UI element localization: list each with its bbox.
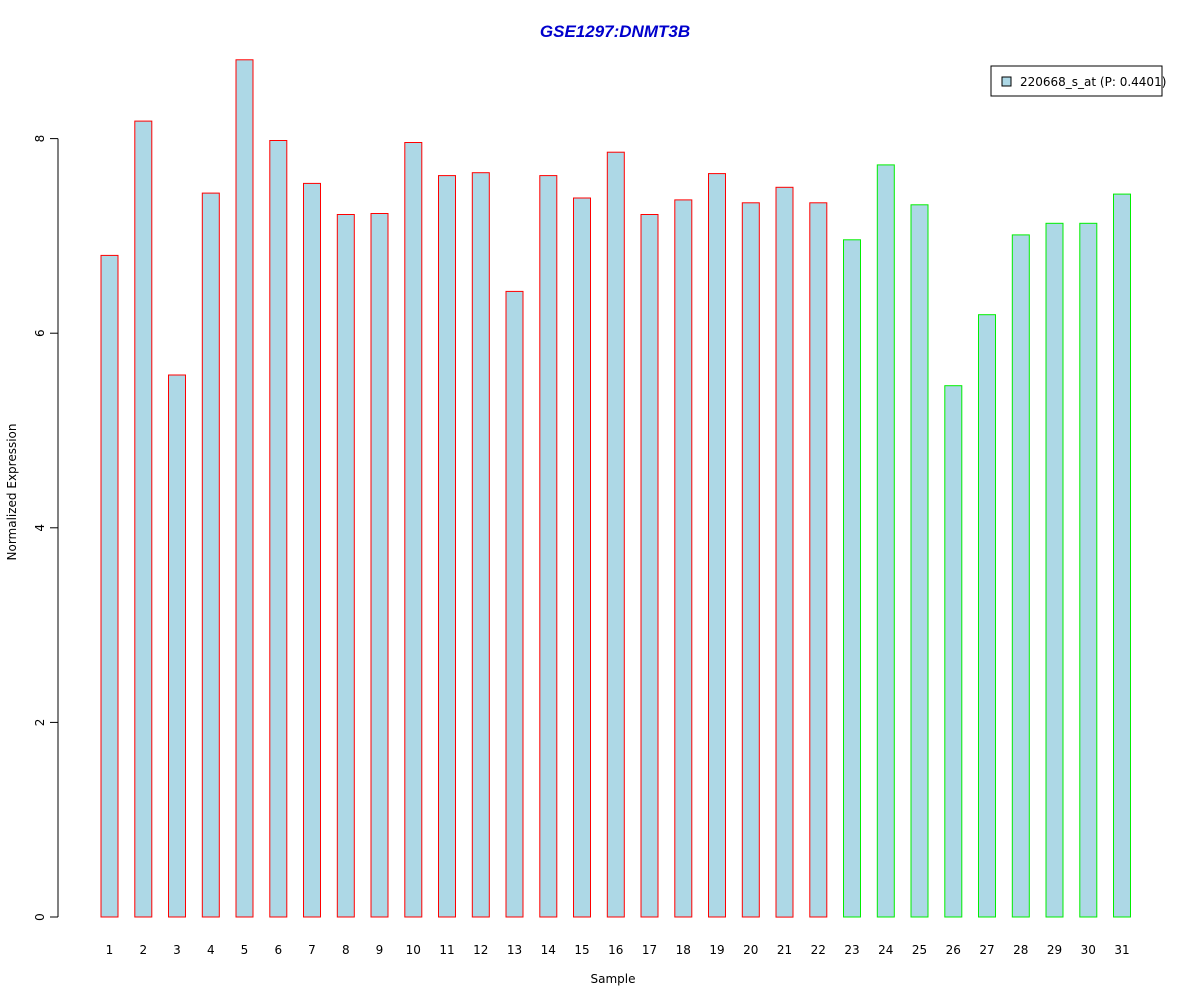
y-tick-label-8: 8	[33, 135, 47, 143]
x-tick-label-27: 27	[979, 943, 994, 957]
x-tick-label-16: 16	[608, 943, 623, 957]
bar-16	[606, 151, 625, 918]
bar-3	[168, 374, 186, 918]
bar-31	[1113, 193, 1131, 918]
x-tick-label-20: 20	[743, 943, 758, 957]
x-tick-label-1: 1	[106, 943, 114, 957]
x-tick-label-14: 14	[541, 943, 556, 957]
y-tick-label-6: 6	[33, 329, 47, 337]
x-tick-label-25: 25	[912, 943, 927, 957]
bar-28	[1011, 234, 1030, 918]
legend-box	[990, 65, 1163, 97]
bar-5	[235, 59, 254, 918]
x-tick-label-30: 30	[1081, 943, 1096, 957]
chart-title: GSE1297:DNMT3B	[540, 22, 690, 41]
bar-12	[471, 172, 490, 918]
legend-swatch	[1001, 76, 1012, 87]
x-tick-label-2: 2	[139, 943, 147, 957]
y-axis: 0 2 4 6 8	[33, 135, 59, 921]
bar-4	[201, 192, 220, 918]
x-tick-label-10: 10	[406, 943, 421, 957]
bar-23	[843, 239, 861, 918]
x-tick-label-4: 4	[207, 943, 215, 957]
bar-24	[876, 164, 895, 918]
bar-2	[134, 120, 153, 918]
bar-9	[370, 213, 389, 918]
bar-8	[336, 214, 355, 918]
x-tick-label-3: 3	[173, 943, 181, 957]
x-tick-label-8: 8	[342, 943, 350, 957]
x-tick-label-12: 12	[473, 943, 488, 957]
bar-14	[539, 175, 558, 918]
x-tick-label-23: 23	[844, 943, 859, 957]
x-tick-label-13: 13	[507, 943, 522, 957]
legend-label: 220668_s_at (P: 0.4401)	[1020, 75, 1166, 89]
bar-15	[573, 197, 591, 918]
y-tick-label-0: 0	[33, 913, 47, 921]
bar-29	[1045, 222, 1064, 918]
x-tick-label-19: 19	[709, 943, 724, 957]
bar-11	[438, 175, 456, 918]
x-tick-label-31: 31	[1114, 943, 1129, 957]
x-tick-label-22: 22	[811, 943, 826, 957]
legend: 220668_s_at (P: 0.4401)	[990, 65, 1166, 97]
bar-21	[775, 186, 794, 918]
bar-27	[978, 314, 996, 918]
bar-13	[505, 290, 524, 918]
x-tick-label-15: 15	[574, 943, 589, 957]
bar-20	[741, 202, 760, 918]
bar-19	[708, 173, 726, 918]
x-tick-label-6: 6	[274, 943, 282, 957]
bar-30	[1079, 222, 1098, 918]
x-tick-label-24: 24	[878, 943, 893, 957]
y-tick-label-4: 4	[33, 524, 47, 532]
x-tick-label-18: 18	[676, 943, 691, 957]
bar-10	[404, 142, 423, 918]
bar-26	[944, 385, 963, 918]
bar-25	[910, 204, 929, 918]
x-tick-label-29: 29	[1047, 943, 1062, 957]
y-tick-label-2: 2	[33, 719, 47, 727]
bars-group	[100, 59, 1131, 918]
bar-7	[303, 182, 321, 918]
x-axis-label: Sample	[591, 972, 636, 986]
x-tick-label-5: 5	[241, 943, 249, 957]
bar-18	[674, 199, 693, 918]
x-tick-label-21: 21	[777, 943, 792, 957]
x-tick-label-28: 28	[1013, 943, 1028, 957]
x-tick-label-9: 9	[376, 943, 384, 957]
x-tick-labels: 1 2 3 4 5 6 7 8 9 10 11 12 13 14 15 16 17 18 19 20 21 22 23 24 2…	[106, 943, 1130, 957]
x-tick-label-7: 7	[308, 943, 316, 957]
bar-22	[809, 202, 828, 918]
y-axis-label: Normalized Expression	[5, 423, 19, 560]
bar-6	[269, 140, 288, 918]
bar-17	[640, 214, 659, 918]
x-tick-label-17: 17	[642, 943, 657, 957]
x-tick-label-11: 11	[439, 943, 454, 957]
x-tick-label-26: 26	[946, 943, 961, 957]
bar-1	[100, 254, 119, 918]
